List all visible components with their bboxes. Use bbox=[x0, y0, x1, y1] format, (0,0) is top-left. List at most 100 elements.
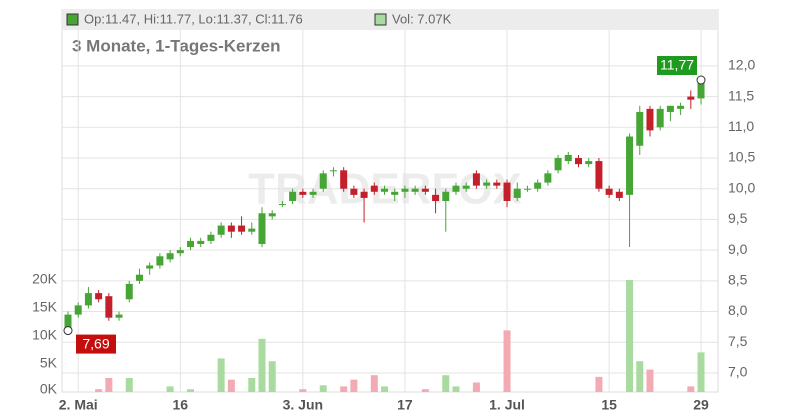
y-tick-label: 11,0 bbox=[728, 118, 754, 134]
candle-body bbox=[442, 191, 450, 201]
candle-body bbox=[615, 191, 623, 198]
candle-body bbox=[74, 305, 82, 315]
candle-body bbox=[472, 173, 480, 186]
x-tick-label: 16 bbox=[173, 397, 189, 413]
candle-body bbox=[64, 314, 72, 329]
candle-body bbox=[452, 185, 460, 192]
y-tick-label: 8,0 bbox=[728, 302, 748, 318]
candle-body bbox=[197, 240, 205, 244]
volume-bar bbox=[350, 379, 358, 392]
y-tick-label: 9,0 bbox=[728, 241, 748, 257]
y-tick-label: 7,5 bbox=[728, 333, 748, 349]
volume-bar bbox=[166, 386, 174, 392]
volume-bar bbox=[217, 358, 225, 392]
extreme-label-box bbox=[76, 334, 116, 354]
candle-body bbox=[585, 161, 593, 165]
y2-tick-label: 10K bbox=[32, 327, 58, 343]
candle-body bbox=[656, 108, 664, 128]
candle-body bbox=[135, 274, 143, 281]
candle-body bbox=[156, 256, 164, 266]
candle-body bbox=[238, 225, 246, 232]
volume-bar bbox=[125, 377, 133, 392]
candle-body bbox=[299, 191, 307, 195]
candle-body bbox=[381, 188, 389, 192]
candle-body bbox=[105, 296, 113, 318]
candle-body bbox=[411, 188, 419, 192]
candle-body bbox=[646, 108, 654, 131]
candle-body bbox=[677, 105, 685, 109]
candle-body bbox=[575, 158, 582, 165]
candle-body bbox=[227, 225, 235, 232]
y-tick-label: 11,5 bbox=[728, 87, 754, 103]
volume-bar bbox=[105, 377, 113, 392]
volume-bar bbox=[370, 375, 378, 392]
candle-body bbox=[289, 191, 297, 201]
x-tick-label: 2. Mai bbox=[59, 397, 98, 413]
x-tick-label: 1. Jul bbox=[489, 397, 525, 413]
candle-body bbox=[666, 105, 674, 112]
y-tick-label: 8,5 bbox=[728, 272, 748, 288]
candle-body bbox=[534, 182, 542, 189]
volume-bar bbox=[381, 386, 389, 392]
candle-body bbox=[176, 250, 184, 254]
candle-body bbox=[513, 188, 521, 198]
candle-body bbox=[340, 170, 348, 189]
y-tick-label: 10,5 bbox=[728, 149, 755, 165]
candle-body bbox=[462, 185, 470, 189]
candle-body bbox=[503, 182, 511, 201]
legend-swatch bbox=[374, 13, 387, 26]
volume-bar bbox=[636, 361, 644, 392]
volume-bar bbox=[268, 361, 276, 392]
y2-tick-label: 20K bbox=[32, 271, 58, 287]
volume-bar bbox=[299, 389, 307, 392]
volume-bar bbox=[248, 377, 256, 392]
candle-body bbox=[258, 213, 266, 244]
volume-bar bbox=[626, 279, 634, 392]
chart-title: 3 Monate, 1-Tages-Kerzen bbox=[72, 36, 280, 55]
candle-body bbox=[697, 80, 705, 99]
extreme-label: 11,77 bbox=[660, 57, 694, 73]
candle-body bbox=[319, 173, 327, 189]
candle-body bbox=[268, 213, 276, 217]
volume-bar bbox=[687, 386, 695, 392]
candle-body bbox=[350, 188, 358, 195]
y2-tick-label: 15K bbox=[32, 299, 58, 315]
volume-bar bbox=[595, 376, 603, 392]
candle-body bbox=[187, 240, 195, 248]
x-tick-label: 29 bbox=[693, 397, 709, 413]
extreme-marker bbox=[63, 326, 73, 336]
y-tick-label: 10,0 bbox=[728, 179, 755, 195]
y2-tick-label: 0K bbox=[40, 381, 58, 397]
x-tick-label: 17 bbox=[397, 397, 413, 413]
volume-bar bbox=[472, 382, 480, 392]
volume-bar bbox=[452, 386, 460, 392]
candle-body bbox=[95, 293, 103, 300]
candle-body bbox=[84, 293, 92, 306]
y-tick-label: 12,0 bbox=[728, 57, 755, 73]
candle-body bbox=[483, 182, 491, 186]
y-tick-label: 7,0 bbox=[728, 364, 748, 380]
candle-body bbox=[248, 228, 256, 232]
volume-bar bbox=[503, 330, 511, 392]
candle-body bbox=[523, 188, 531, 190]
volume-bar bbox=[340, 386, 348, 392]
candle-body bbox=[687, 96, 695, 100]
candle-body bbox=[595, 161, 603, 189]
candle-body bbox=[309, 191, 317, 195]
volume-bar bbox=[227, 379, 235, 392]
header-bar bbox=[62, 10, 718, 30]
candle-body bbox=[636, 111, 644, 146]
volume-bar bbox=[187, 389, 195, 392]
marks: 7,0 7,5 8,0 8,5 9,0 9,5 10,0 10,5 11,0 11,5 12,0 0K… bbox=[32, 30, 755, 413]
candle-body bbox=[421, 188, 429, 192]
candle-body bbox=[401, 188, 409, 192]
candle-body bbox=[360, 191, 368, 198]
candle-body bbox=[564, 154, 572, 162]
volume-bar bbox=[697, 352, 705, 392]
candle-body bbox=[432, 194, 440, 201]
candle-body bbox=[493, 182, 501, 186]
candle-body bbox=[391, 191, 399, 195]
y-tick-label: 9,5 bbox=[728, 210, 748, 226]
candle-body bbox=[207, 234, 215, 241]
candle-body bbox=[115, 314, 123, 318]
